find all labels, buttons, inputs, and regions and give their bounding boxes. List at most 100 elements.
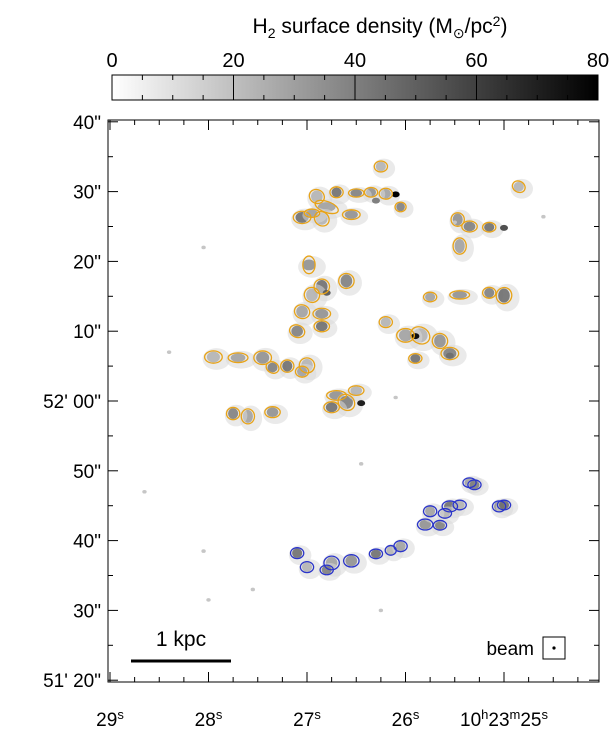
cloud-contour bbox=[511, 180, 526, 194]
emission-core bbox=[434, 334, 446, 348]
emission-core bbox=[463, 221, 476, 232]
cloud-contour bbox=[408, 352, 423, 364]
emission-core bbox=[484, 222, 495, 232]
cloud-contour bbox=[368, 548, 384, 560]
axis-ticks bbox=[108, 120, 599, 682]
cloud-contour bbox=[394, 201, 407, 213]
cloud-contour bbox=[393, 540, 408, 553]
emission-speck bbox=[250, 587, 256, 592]
cloud-contour bbox=[240, 408, 256, 425]
emission-core bbox=[302, 259, 316, 271]
cloud-contour bbox=[323, 401, 340, 414]
title-slash: /pc bbox=[465, 15, 493, 38]
orange-cloud-contours bbox=[203, 160, 526, 425]
title-sub: 2 bbox=[268, 25, 276, 41]
y-tick-label: 30" bbox=[73, 601, 101, 622]
cloud-contour bbox=[312, 307, 332, 320]
emission-core bbox=[395, 541, 406, 552]
cloud-contour bbox=[347, 188, 365, 198]
emission-core bbox=[498, 288, 510, 303]
emission-speck bbox=[166, 350, 172, 354]
emission-core bbox=[410, 354, 421, 363]
emission-speck bbox=[378, 608, 384, 613]
cloud-contour bbox=[450, 212, 465, 227]
cloud-contour bbox=[496, 499, 512, 511]
colorbar-tick-label: 20 bbox=[222, 50, 244, 72]
cloud-contour bbox=[298, 357, 316, 374]
cloud-contour bbox=[373, 160, 389, 173]
emission-core bbox=[370, 549, 381, 559]
scale-bar: 1 kpc bbox=[131, 628, 231, 663]
emission-core bbox=[296, 305, 308, 318]
emission-core bbox=[311, 190, 323, 203]
emission-core bbox=[325, 402, 338, 413]
cloud-contour bbox=[342, 554, 360, 568]
cloud-contour bbox=[422, 505, 438, 518]
emission-peak bbox=[371, 197, 380, 204]
emission-speck bbox=[201, 549, 206, 553]
cloud-contour bbox=[227, 352, 249, 364]
emission-core bbox=[315, 308, 329, 319]
cloud-contour bbox=[347, 385, 365, 396]
emission-speck bbox=[393, 395, 398, 400]
y-tick-label: 20" bbox=[73, 252, 101, 273]
cloud-contour bbox=[452, 237, 467, 255]
emission-core bbox=[425, 292, 436, 302]
cloud-contour bbox=[461, 220, 478, 233]
beam-ellipse bbox=[552, 646, 556, 650]
cloud-contour bbox=[313, 210, 330, 227]
emission-core bbox=[331, 187, 342, 198]
colorbar-tick-label: 60 bbox=[465, 50, 487, 72]
cloud-contour bbox=[329, 186, 344, 199]
cloud-contour bbox=[440, 346, 460, 361]
emission-core bbox=[282, 360, 293, 372]
cloud-contour bbox=[288, 324, 306, 339]
beam-label: beam bbox=[486, 639, 534, 660]
beam-box bbox=[542, 636, 566, 660]
cloud-contour bbox=[396, 327, 415, 343]
y-tick-label: 40" bbox=[73, 113, 101, 134]
emission-core bbox=[267, 362, 278, 373]
emission-core bbox=[291, 325, 303, 337]
colorbar-tick-label: 40 bbox=[344, 50, 366, 72]
emission-core bbox=[425, 506, 436, 517]
emission-core bbox=[321, 565, 332, 575]
emission-core bbox=[350, 386, 363, 395]
cloud-contour bbox=[303, 286, 321, 304]
gray-emission bbox=[142, 158, 546, 613]
cloud-contour bbox=[225, 406, 241, 421]
cloud-contour bbox=[313, 320, 331, 333]
cloud-contour bbox=[378, 187, 394, 200]
title-sup: 2 bbox=[493, 13, 501, 29]
x-tick-label: 28s bbox=[195, 707, 223, 729]
emission-core bbox=[206, 351, 220, 363]
cloud-contour bbox=[337, 393, 356, 412]
emission-core bbox=[380, 317, 391, 327]
cloud-contour bbox=[452, 499, 467, 511]
emission-speck bbox=[358, 462, 364, 466]
emission-core bbox=[230, 353, 246, 363]
emission-core bbox=[419, 519, 431, 530]
cloud-contour bbox=[313, 278, 331, 295]
emission-peak bbox=[357, 400, 366, 407]
emission-core bbox=[315, 321, 328, 332]
cloud-contour bbox=[449, 290, 471, 300]
emission-core bbox=[484, 287, 495, 298]
cloud-contour bbox=[481, 286, 497, 299]
colorbar-title: H2 surface density (M⊙/pc2) bbox=[253, 13, 508, 41]
blue-cloud-contours bbox=[289, 477, 512, 576]
y-tick-label: 40" bbox=[73, 532, 101, 553]
emission-core bbox=[306, 288, 318, 302]
emission-core bbox=[398, 329, 413, 342]
x-tick-label: 27s bbox=[293, 707, 321, 729]
cloud-contour bbox=[323, 555, 340, 571]
cloud-contour bbox=[294, 365, 310, 378]
cloud-contour bbox=[431, 332, 449, 350]
emission-core bbox=[301, 562, 313, 572]
emission-core bbox=[498, 500, 510, 510]
emission-core bbox=[345, 555, 358, 567]
title-sun: ⊙ bbox=[453, 25, 465, 41]
cloud-contour bbox=[264, 406, 281, 419]
cloud-contour bbox=[303, 208, 321, 219]
cloud-contour bbox=[422, 291, 438, 303]
